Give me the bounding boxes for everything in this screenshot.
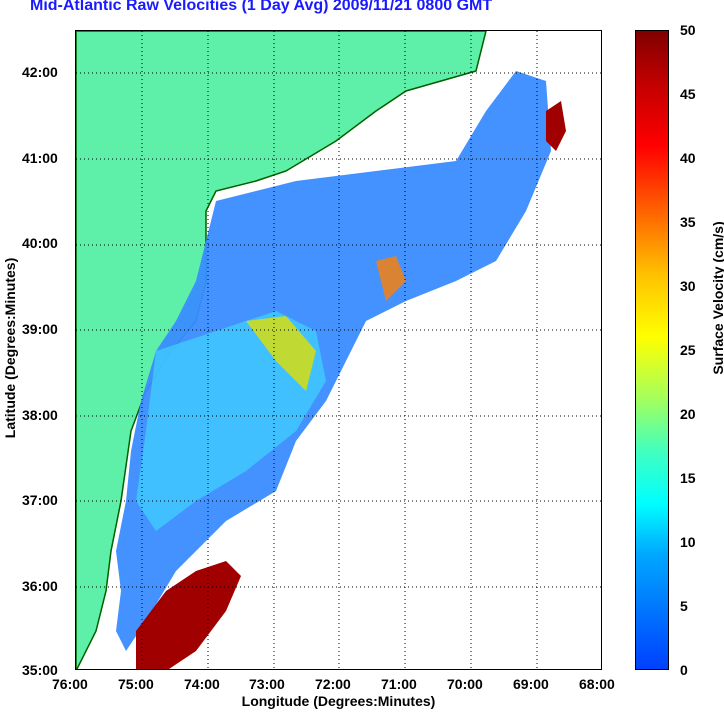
y-tick: 35:00 bbox=[22, 662, 58, 678]
x-tick: 76:00 bbox=[52, 676, 88, 692]
grid-lines bbox=[76, 31, 601, 669]
colorbar-label: Surface Velocity (cm/s) bbox=[710, 221, 724, 375]
x-tick: 71:00 bbox=[381, 676, 417, 692]
high-velocity-region bbox=[136, 561, 241, 669]
x-tick: 69:00 bbox=[513, 676, 549, 692]
colorbar-tick: 30 bbox=[680, 278, 696, 294]
map-plot-area bbox=[75, 30, 602, 670]
map-canvas bbox=[76, 31, 601, 669]
colorbar-tick: 25 bbox=[680, 342, 696, 358]
y-tick: 42:00 bbox=[22, 64, 58, 80]
colorbar-tick: 20 bbox=[680, 406, 696, 422]
x-axis-label: Longitude (Degrees:Minutes) bbox=[241, 693, 436, 709]
x-tick: 73:00 bbox=[249, 676, 285, 692]
velocity-field bbox=[116, 71, 551, 651]
colorbar-tick: 10 bbox=[680, 534, 696, 550]
colorbar-tick: 5 bbox=[680, 598, 688, 614]
map-title: Mid-Atlantic Raw Velocities (1 Day Avg) … bbox=[30, 0, 493, 14]
colorbar-tick: 50 bbox=[680, 22, 696, 38]
colorbar-tick: 0 bbox=[680, 662, 688, 678]
y-tick: 39:00 bbox=[22, 321, 58, 337]
y-tick: 38:00 bbox=[22, 407, 58, 423]
y-tick: 37:00 bbox=[22, 492, 58, 508]
colorbar-tick: 35 bbox=[680, 214, 696, 230]
y-tick: 41:00 bbox=[22, 150, 58, 166]
colorbar-tick: 40 bbox=[680, 150, 696, 166]
colorbar-tick: 15 bbox=[680, 470, 696, 486]
y-axis-label: Latitude (Degrees:Minutes) bbox=[2, 257, 18, 439]
x-tick: 68:00 bbox=[579, 676, 615, 692]
y-tick: 36:00 bbox=[22, 578, 58, 594]
x-tick: 72:00 bbox=[315, 676, 351, 692]
x-tick: 74:00 bbox=[184, 676, 220, 692]
x-tick: 75:00 bbox=[118, 676, 154, 692]
colorbar bbox=[635, 30, 669, 670]
x-tick: 70:00 bbox=[447, 676, 483, 692]
colorbar-tick: 45 bbox=[680, 86, 696, 102]
y-tick: 40:00 bbox=[22, 235, 58, 251]
